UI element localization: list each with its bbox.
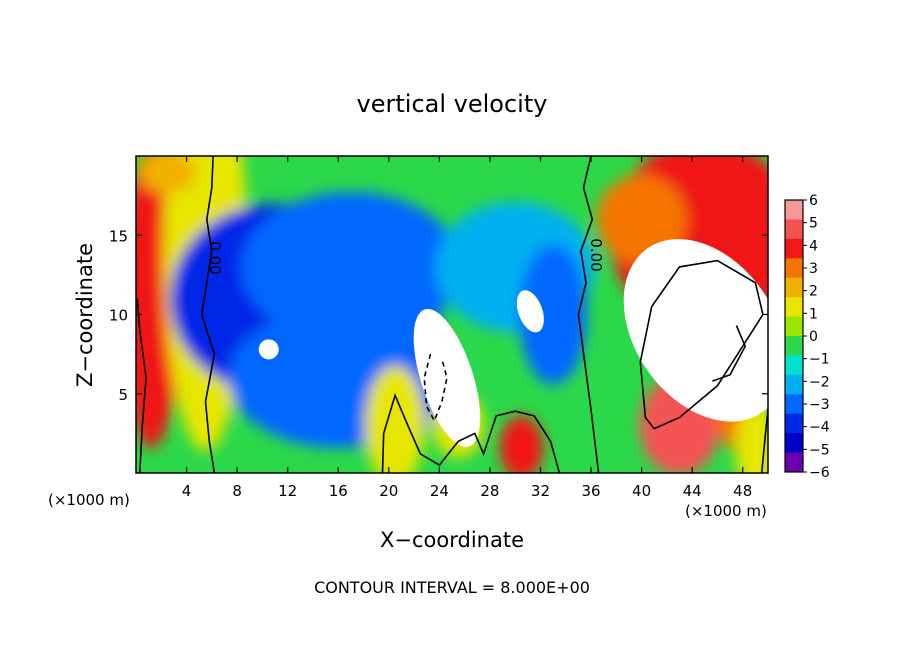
x-tick-label: 48 bbox=[733, 482, 752, 500]
x-tick-label: 24 bbox=[430, 482, 449, 500]
velocity-field bbox=[136, 156, 768, 473]
chart-title: vertical velocity bbox=[357, 90, 548, 118]
colorbar-label: 1 bbox=[809, 306, 818, 322]
contour-line bbox=[577, 156, 600, 473]
contour-line bbox=[381, 392, 561, 473]
x-tick-label: 16 bbox=[329, 482, 348, 500]
colorbar-swatch bbox=[785, 413, 803, 434]
field-feature bbox=[499, 415, 544, 473]
colorbar-label: 4 bbox=[809, 238, 818, 254]
colorbar-swatch bbox=[785, 258, 803, 279]
contour-line bbox=[639, 259, 764, 430]
y-axis-label: Z−coordinate bbox=[73, 243, 97, 387]
colorbar-swatch bbox=[785, 374, 803, 395]
field-feature bbox=[365, 365, 426, 473]
colorbar-label: −3 bbox=[809, 397, 830, 413]
colorbar-label: −5 bbox=[809, 442, 830, 458]
colorbar-swatch bbox=[785, 433, 803, 454]
contour-line bbox=[712, 325, 747, 382]
colorbar-label: −1 bbox=[809, 352, 830, 368]
contour-label: 0.00 bbox=[587, 238, 605, 271]
field-feature bbox=[139, 156, 196, 194]
colorbar-swatch bbox=[785, 394, 803, 415]
x-tick-label: 8 bbox=[232, 482, 242, 500]
colorbar-swatch bbox=[785, 355, 803, 376]
x-tick-label: 36 bbox=[581, 482, 600, 500]
field-feature bbox=[516, 290, 544, 333]
colorbar-swatch bbox=[785, 297, 803, 318]
colorbar-label: 3 bbox=[809, 261, 818, 277]
colorbar-swatch bbox=[785, 219, 803, 240]
field-feature bbox=[519, 244, 588, 385]
colorbar-swatch bbox=[785, 277, 803, 298]
x-tick-label: 28 bbox=[480, 482, 499, 500]
colorbar-label: −6 bbox=[809, 465, 830, 481]
contour-line bbox=[200, 156, 216, 473]
colorbar-label: 0 bbox=[809, 329, 818, 345]
colorbar-label: 5 bbox=[809, 216, 818, 232]
x-unit-right: (×1000 m) bbox=[685, 502, 767, 520]
contour-label: 0.00 bbox=[206, 241, 224, 274]
x-tick-label: 4 bbox=[182, 482, 192, 500]
colorbar-swatch bbox=[785, 316, 803, 337]
colorbar: 6 5 4 3 2 1 0 −1 −2 −3 −4 −5 −6 bbox=[784, 193, 830, 481]
field-feature bbox=[623, 239, 768, 422]
x-tick-label: 32 bbox=[531, 482, 550, 500]
y-tick-label: 10 bbox=[109, 307, 128, 325]
x-tick-label: 12 bbox=[278, 482, 297, 500]
colorbar-swatch bbox=[785, 336, 803, 356]
colorbar-swatch bbox=[785, 200, 803, 220]
x-tick-label: 40 bbox=[632, 482, 651, 500]
colorbar-label: −2 bbox=[809, 374, 830, 390]
field-feature bbox=[413, 308, 481, 447]
contour-interval-note: CONTOUR INTERVAL = 8.000E+00 bbox=[314, 578, 590, 597]
colorbar-label: 2 bbox=[809, 284, 818, 300]
colorbar-swatch bbox=[785, 238, 803, 259]
x-axis-label: X−coordinate bbox=[380, 528, 524, 552]
x-tick-label: 20 bbox=[379, 482, 398, 500]
contour-line bbox=[760, 409, 768, 473]
colorbar-swatch bbox=[785, 452, 803, 473]
colorbar-label: 6 bbox=[809, 193, 818, 209]
contour-line bbox=[136, 298, 147, 473]
colorbar-label: −4 bbox=[809, 420, 830, 436]
y-tick-label: 15 bbox=[109, 227, 128, 245]
x-tick-label: 44 bbox=[683, 482, 702, 500]
x-unit-left: (×1000 m) bbox=[48, 491, 130, 509]
y-tick-label: 5 bbox=[118, 386, 128, 404]
field-feature bbox=[258, 339, 279, 360]
